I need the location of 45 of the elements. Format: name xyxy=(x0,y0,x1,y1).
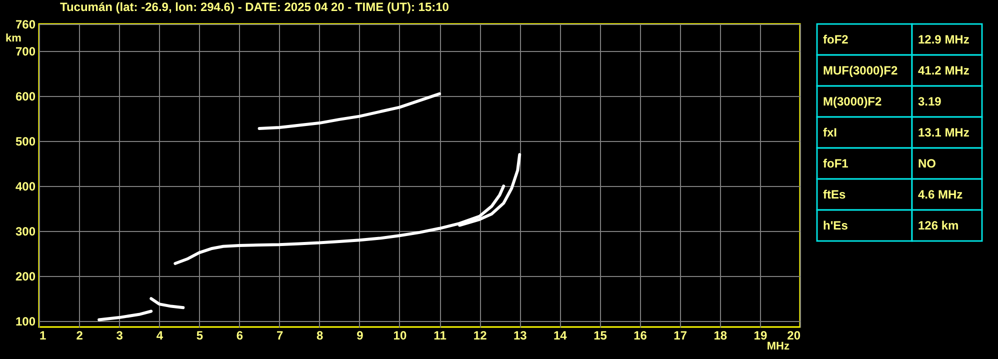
x-tick-label: 17 xyxy=(674,328,688,342)
text: h'Es xyxy=(823,218,848,232)
y-tick-label: 300 xyxy=(15,224,36,239)
text: 12.9 MHz xyxy=(918,32,970,46)
chart-title: Tucumán (lat: -26.9, lon: 294.6) - DATE: 2025 04 20 - TIME (UT): 15:10 xyxy=(60,0,450,14)
x-tick-label: 10 xyxy=(393,328,407,342)
y-tick-label: 400 xyxy=(15,180,36,194)
text: fxI xyxy=(823,126,838,140)
x-tick-label: 12 xyxy=(473,328,488,342)
x-tick-label: 2 xyxy=(76,328,84,342)
x-tick-label: 18 xyxy=(714,328,728,342)
x-tick-label: 1 xyxy=(40,328,46,342)
text: 41.2 MHz xyxy=(918,64,970,78)
text: foF2 xyxy=(823,32,849,46)
text: ftEs xyxy=(823,188,846,202)
text: M(3000)F2 xyxy=(823,94,882,108)
x-axis-title: MHz xyxy=(766,340,790,352)
text: 13.1 MHz xyxy=(918,126,970,140)
x-tick-label: 11 xyxy=(434,328,447,342)
x-tick-label: 15 xyxy=(594,328,608,342)
text: MUF(3000)F2 xyxy=(823,64,898,78)
x-tick-label: 6 xyxy=(236,328,244,342)
y-tick-label: 500 xyxy=(15,134,36,149)
x-tick-label: 13 xyxy=(513,328,528,342)
x-tick-label: 9 xyxy=(356,328,364,342)
text: 126 km xyxy=(918,218,959,232)
y-axis-title: km xyxy=(6,32,22,44)
x-tick-label: 7 xyxy=(276,328,284,342)
y-tick-label: 700 xyxy=(15,44,36,59)
text: 4.6 MHz xyxy=(918,188,963,202)
x-tick-label: 14 xyxy=(554,328,568,342)
text: NO xyxy=(918,156,936,170)
x-tick-label: 8 xyxy=(316,328,324,342)
x-tick-label: 4 xyxy=(156,328,164,342)
text: 3.19 xyxy=(918,94,942,108)
x-tick-label: 20 xyxy=(787,328,801,342)
x-tick-label: 16 xyxy=(634,328,648,342)
text: foF1 xyxy=(823,156,849,170)
y-tick-label: 600 xyxy=(15,90,36,104)
y-tick-label: 100 xyxy=(15,314,36,329)
y-tick-label: 200 xyxy=(15,270,36,284)
x-tick-label: 3 xyxy=(116,328,124,342)
x-tick-label: 5 xyxy=(196,328,204,342)
y-tick-label: 760 xyxy=(15,18,36,32)
x-tick-label: 19 xyxy=(754,328,768,342)
